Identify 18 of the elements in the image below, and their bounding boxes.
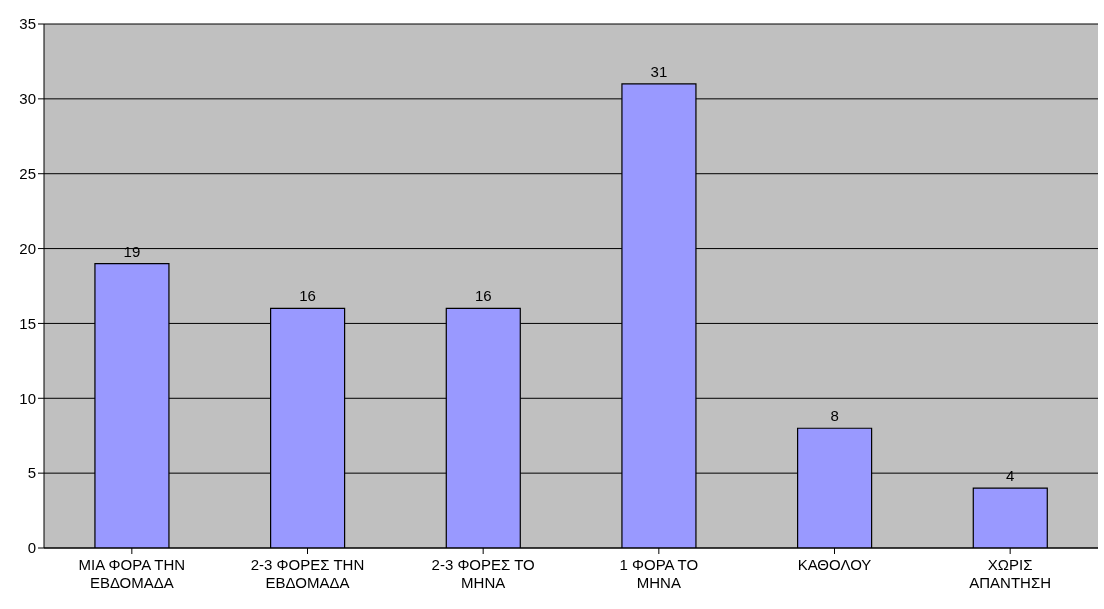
- y-tick-label: 20: [19, 239, 36, 257]
- y-tick-label: 5: [27, 464, 36, 482]
- x-tick-label: ΜΙΑ ΦΟΡΑ ΤΗΝ ΕΒΔΟΜΑΔΑ: [78, 556, 186, 591]
- y-tick-label: 25: [19, 165, 36, 183]
- y-tick-label: 0: [27, 539, 36, 557]
- data-label: 16: [474, 287, 492, 305]
- y-tick-label: 15: [19, 314, 36, 332]
- y-tick-label: 30: [19, 90, 36, 108]
- data-label: 8: [830, 407, 839, 425]
- x-tick-label: 2-3 ΦΟΡΕΣ ΤΟ ΜΗΝΑ: [431, 556, 535, 591]
- x-tick-label: ΧΩΡΙΣ ΑΠΑΝΤΗΣΗ: [969, 556, 1052, 591]
- x-tick-label: 1 ΦΟΡΑ ΤΟ ΜΗΝΑ: [619, 556, 699, 591]
- y-tick-label: 10: [19, 389, 36, 407]
- data-label: 16: [299, 287, 316, 305]
- x-tick-label: ΚΑΘΟΛΟΥ: [797, 556, 872, 573]
- x-tick-label: 2-3 ΦΟΡΕΣ ΤΗΝ ΕΒΔΟΜΑΔΑ: [250, 556, 365, 591]
- data-label: 31: [650, 62, 668, 80]
- y-tick-label: 35: [19, 15, 36, 33]
